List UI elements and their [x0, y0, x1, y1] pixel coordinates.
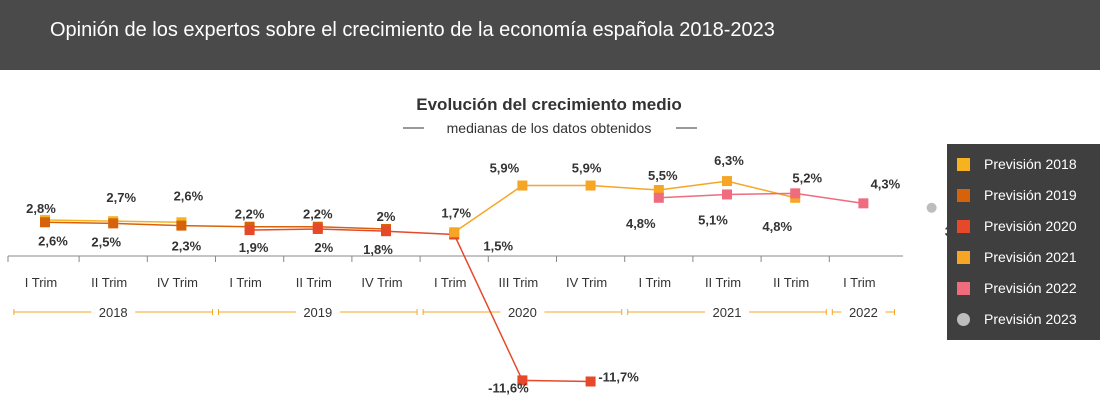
legend-swatch [957, 312, 970, 326]
data-point-previsi-n-2020 [381, 226, 391, 237]
data-label: 5,1% [698, 212, 728, 227]
data-label: 5,2% [792, 170, 822, 185]
x-tick-label: II Trim [296, 275, 332, 290]
data-label: 1,8% [363, 242, 393, 257]
data-point-previsi-n-2022 [790, 188, 801, 199]
legend-label: Previsión 2018 [984, 156, 1077, 172]
year-label: 2019 [303, 305, 332, 320]
data-label: 5,9% [490, 161, 520, 176]
x-tick-label: IV Trim [566, 275, 607, 290]
legend-swatch [957, 281, 970, 295]
series-line-previsi-n-2021 [453, 180, 796, 233]
x-tick-label: II Trim [705, 275, 741, 290]
data-label: 2% [377, 209, 396, 224]
data-point-previsi-n-2020 [517, 375, 528, 386]
chart-title: Evolución del crecimiento medio [416, 95, 681, 114]
legend-swatch [957, 157, 970, 171]
data-point-previsi-n-2019 [108, 218, 119, 229]
data-label: 5,5% [648, 168, 678, 183]
x-tick-label: II Trim [773, 275, 809, 290]
data-point-previsi-n-2020 [312, 223, 323, 234]
legend-item: Previsión 2018 [957, 154, 1077, 174]
chart-subtitle: medianas de los datos obtenidos [447, 120, 652, 136]
legend-label: Previsión 2019 [984, 187, 1077, 203]
year-label: 2018 [99, 305, 128, 320]
legend-swatch [957, 188, 970, 202]
data-label: 2,5% [91, 234, 121, 249]
legend-label: Previsión 2023 [984, 311, 1077, 327]
data-label: 1,5% [483, 239, 513, 254]
x-tick-label: I Trim [25, 275, 58, 290]
x-tick-label: I Trim [434, 275, 467, 290]
data-label: 2,2% [235, 207, 265, 222]
data-label: 2% [314, 240, 333, 255]
legend-label: Previsión 2021 [984, 249, 1077, 265]
x-tick-label: I Trim [229, 275, 262, 290]
data-point-previsi-n-2021 [722, 176, 732, 187]
header-bar: Opinión de los expertos sobre el crecimi… [0, 0, 1100, 70]
data-label: 2,6% [174, 188, 204, 203]
x-tick-label: I Trim [843, 275, 876, 290]
legend-swatch [957, 219, 970, 233]
data-point-previsi-n-2021 [517, 180, 528, 191]
data-point-previsi-n-2019 [40, 217, 50, 228]
data-label: -11,6% [488, 380, 529, 395]
data-label: 1,9% [239, 240, 269, 255]
legend-item: Previsión 2023 [957, 309, 1077, 329]
data-label: 2,3% [172, 239, 202, 254]
data-label: 2,2% [303, 207, 333, 222]
data-label: 2,7% [106, 190, 136, 205]
data-label: 1,7% [441, 205, 471, 220]
legend: Previsión 2018 Previsión 2019 Previsión 20… [947, 144, 1100, 340]
x-tick-label: IV Trim [361, 275, 402, 290]
series-line-previsi-n-2020 [249, 228, 591, 383]
legend-label: Previsión 2020 [984, 218, 1077, 234]
data-point-previsi-n-2021 [585, 180, 596, 191]
x-tick-label: III Trim [499, 275, 539, 290]
legend-item: Previsión 2022 [957, 278, 1077, 298]
year-label: 2021 [713, 305, 742, 320]
x-tick-label: I Trim [639, 275, 672, 290]
data-point-previsi-n-2022 [858, 198, 869, 209]
data-point-previsi-n-2019 [176, 220, 187, 231]
data-point-previsi-n-2023 [926, 202, 937, 213]
legend-item: Previsión 2021 [957, 247, 1077, 267]
data-point-previsi-n-2020 [244, 225, 255, 236]
data-point-previsi-n-2022 [722, 189, 732, 200]
data-label: 4,3% [871, 176, 901, 191]
series-line-previsi-n-2022 [658, 192, 864, 205]
page-title: Opinión de los expertos sobre el crecimi… [50, 19, 775, 41]
data-point-previsi-n-2022 [653, 192, 664, 203]
x-tick-label: IV Trim [157, 275, 198, 290]
data-label: 4,8% [762, 219, 792, 234]
legend-item: Previsión 2019 [957, 185, 1077, 205]
legend-item: Previsión 2020 [957, 216, 1077, 236]
data-label: 6,3% [714, 153, 744, 168]
data-point-previsi-n-2021 [449, 227, 460, 238]
data-label: 4,8% [626, 216, 656, 231]
data-point-previsi-n-2021 [653, 184, 664, 195]
data-label: 2,6% [38, 233, 68, 248]
x-tick-label: II Trim [91, 275, 127, 290]
legend-swatch [957, 250, 970, 264]
data-label: -11,7% [598, 370, 639, 385]
year-label: 2020 [508, 305, 537, 320]
data-label: 2,8% [26, 201, 56, 216]
data-point-previsi-n-2020 [585, 376, 596, 387]
data-label: 5,9% [572, 161, 602, 176]
legend-label: Previsión 2022 [984, 280, 1077, 296]
year-label: 2022 [849, 305, 878, 320]
series-line-previsi-n-2019 [44, 221, 387, 230]
